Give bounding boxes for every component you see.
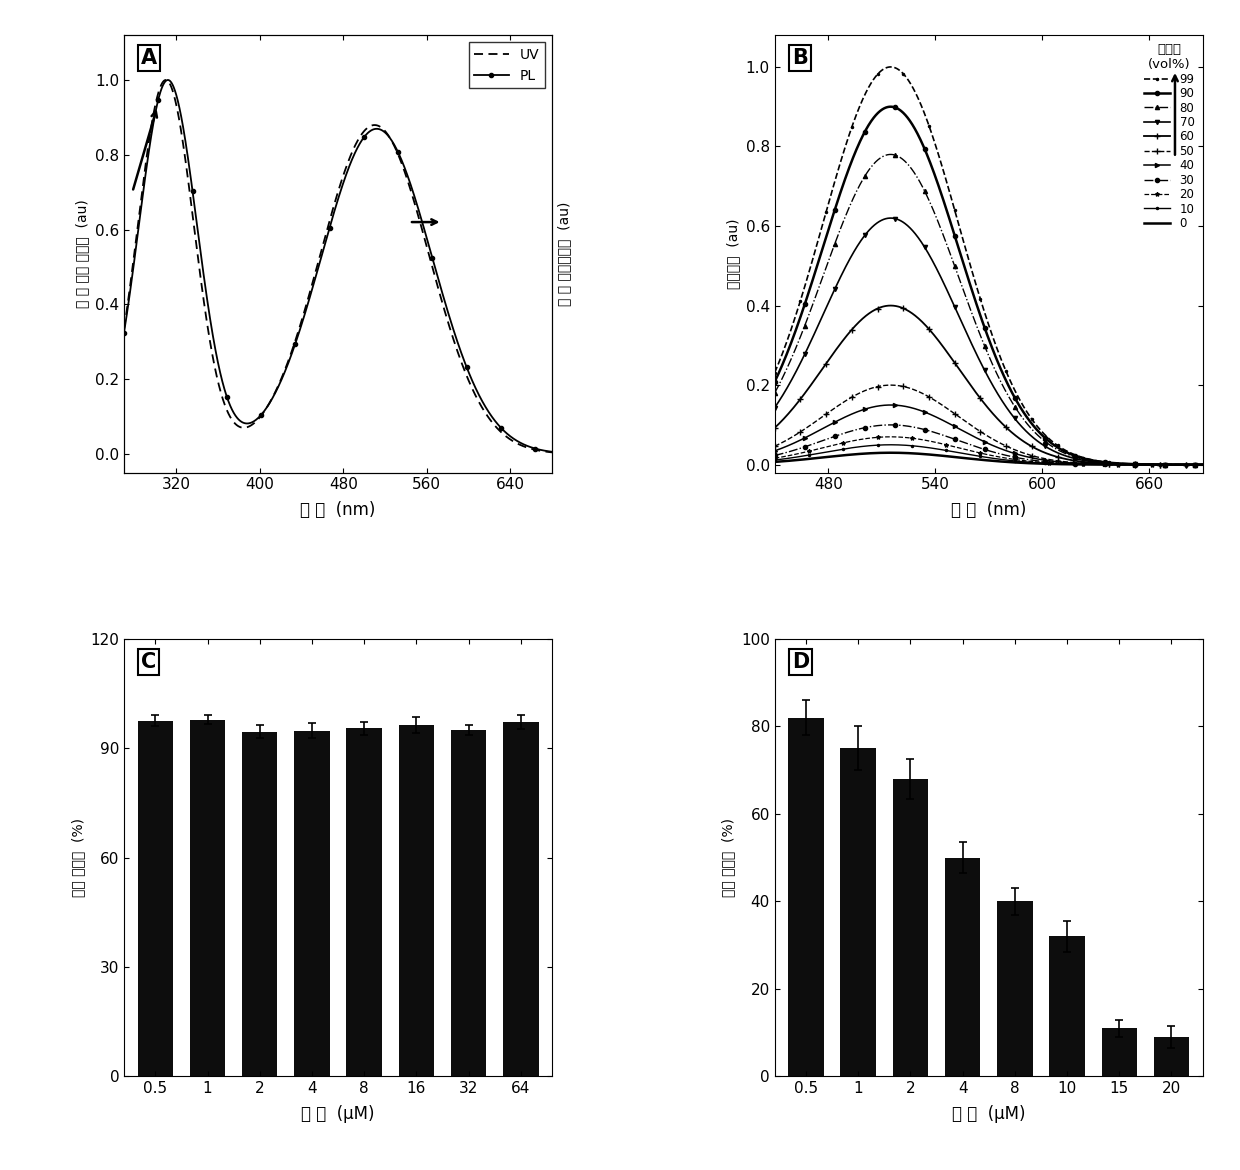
Y-axis label: 细胞 存活率  (%): 细胞 存活率 (%) xyxy=(71,818,84,897)
Bar xyxy=(1049,936,1085,1076)
Bar xyxy=(789,717,823,1076)
UV xyxy=(314,245,329,259)
Legend: UV, PL: UV, PL xyxy=(469,42,546,88)
PL xyxy=(139,165,154,179)
PL xyxy=(160,73,175,87)
UV xyxy=(454,355,469,369)
PL xyxy=(314,250,329,264)
X-axis label: 波 长  (nm): 波 长 (nm) xyxy=(951,501,1027,518)
Bar xyxy=(945,858,981,1076)
Text: A: A xyxy=(141,48,157,68)
UV xyxy=(325,204,340,218)
Bar xyxy=(997,901,1033,1076)
Legend: 99, 90, 80, 70, 60, 50, 40, 30, 20, 10, 0: 99, 90, 80, 70, 60, 50, 40, 30, 20, 10, … xyxy=(1142,41,1197,233)
X-axis label: 浓 度  (μM): 浓 度 (μM) xyxy=(301,1104,374,1122)
Bar xyxy=(242,732,278,1076)
X-axis label: 浓 度  (μM): 浓 度 (μM) xyxy=(952,1104,1025,1122)
Bar xyxy=(346,728,382,1076)
Bar xyxy=(138,721,174,1076)
Y-axis label: 归 一 化荧光强度  (au): 归 一 化荧光强度 (au) xyxy=(558,201,572,307)
UV xyxy=(139,156,154,170)
Text: D: D xyxy=(792,652,808,672)
UV xyxy=(544,446,559,460)
UV xyxy=(532,443,547,457)
Bar xyxy=(893,779,929,1076)
PL xyxy=(532,442,547,456)
PL xyxy=(532,442,547,456)
Y-axis label: 细胞 存活率  (%): 细胞 存活率 (%) xyxy=(722,818,735,897)
Bar xyxy=(503,722,538,1076)
PL xyxy=(544,445,559,459)
Bar xyxy=(398,724,434,1076)
UV xyxy=(117,322,131,336)
Bar xyxy=(1153,1037,1189,1076)
Bar xyxy=(841,749,875,1076)
Bar xyxy=(451,730,486,1076)
X-axis label: 波 长  (nm): 波 长 (nm) xyxy=(300,501,376,518)
Bar xyxy=(294,731,330,1076)
Bar xyxy=(1101,1028,1137,1076)
Y-axis label: 归 一 化紫 外吸收  (au): 归 一 化紫 外吸收 (au) xyxy=(76,200,89,308)
UV xyxy=(159,73,174,87)
Text: C: C xyxy=(141,652,156,672)
Text: B: B xyxy=(792,48,807,68)
PL xyxy=(454,346,469,360)
Line: UV: UV xyxy=(124,80,552,453)
Line: PL: PL xyxy=(122,78,554,454)
Y-axis label: 荧光强度  (au): 荧光强度 (au) xyxy=(727,219,740,289)
PL xyxy=(325,211,340,225)
PL xyxy=(117,325,131,339)
Bar xyxy=(190,720,226,1076)
UV xyxy=(532,443,547,457)
